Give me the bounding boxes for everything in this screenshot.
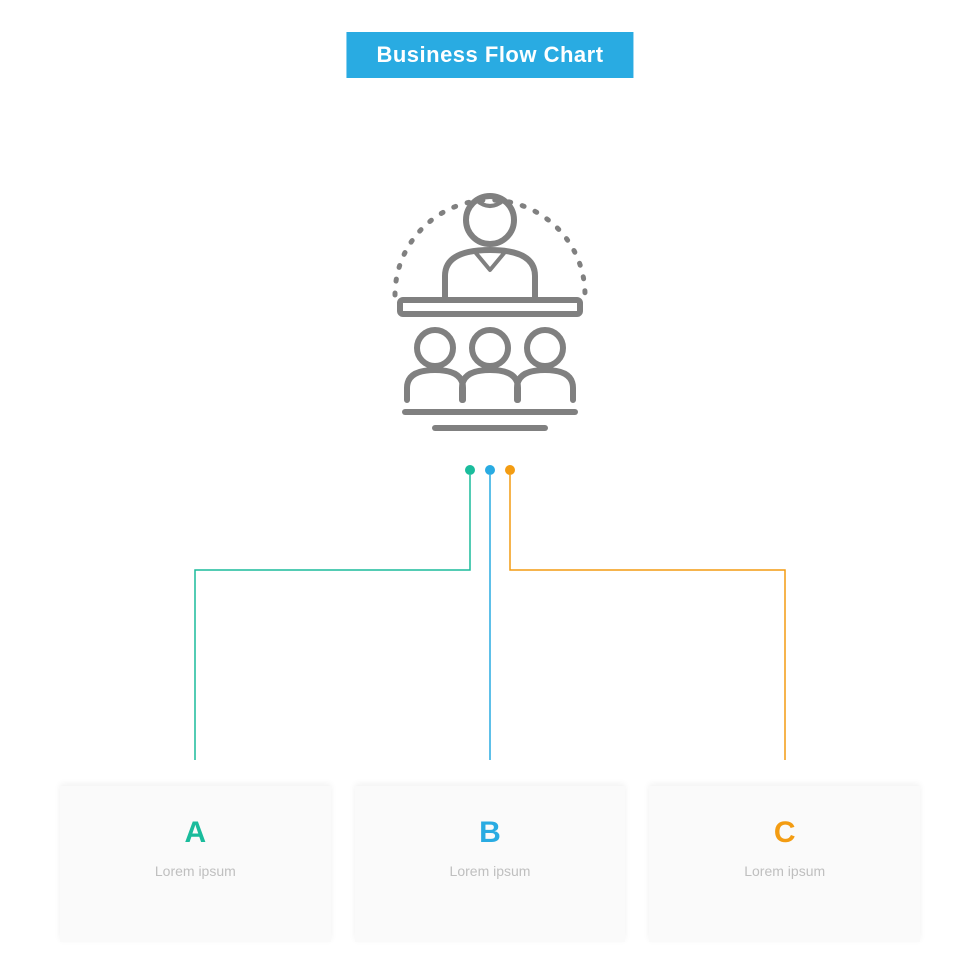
panel-letter: C	[669, 816, 900, 850]
panel-body: Lorem ipsum	[669, 862, 900, 882]
panel-letter: A	[80, 816, 311, 850]
panel-body: Lorem ipsum	[375, 862, 606, 882]
header-bar: Business Flow Chart	[346, 32, 633, 78]
panel-c: C Lorem ipsum	[649, 786, 920, 942]
panel-letter: B	[375, 816, 606, 850]
panel-a: A Lorem ipsum	[60, 786, 331, 942]
header-title: Business Flow Chart	[376, 42, 603, 67]
panel-body: Lorem ipsum	[80, 862, 311, 882]
presenter-audience-icon	[340, 150, 640, 455]
panel-row: A Lorem ipsum B Lorem ipsum C Lorem ipsu…	[60, 786, 920, 942]
panel-b: B Lorem ipsum	[355, 786, 626, 942]
